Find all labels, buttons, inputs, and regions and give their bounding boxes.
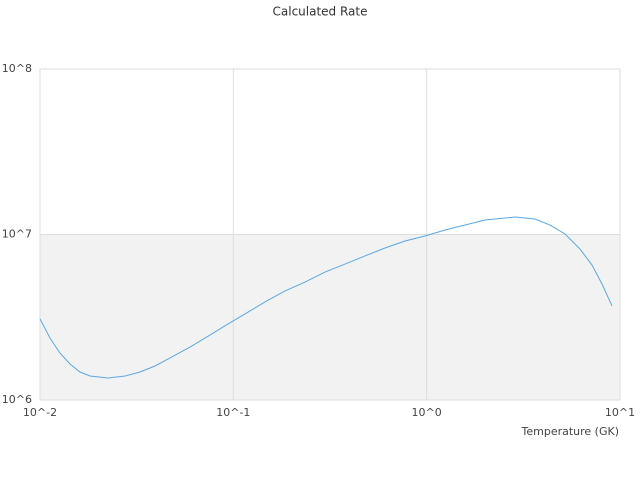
x-axis-label: Temperature (GK) [521,425,620,438]
x-tick-label: 10^-2 [23,406,57,419]
y-tick-label: 10^6 [2,393,32,406]
x-tick-label: 10^-1 [216,406,250,419]
x-tick-label: 10^0 [412,406,442,419]
data-line [39,216,613,379]
x-tick-label: 10^1 [605,406,635,419]
y-tick-label: 10^8 [2,62,32,75]
chart-title: Calculated Rate [273,5,368,19]
y-tick-label: 10^7 [2,228,32,241]
